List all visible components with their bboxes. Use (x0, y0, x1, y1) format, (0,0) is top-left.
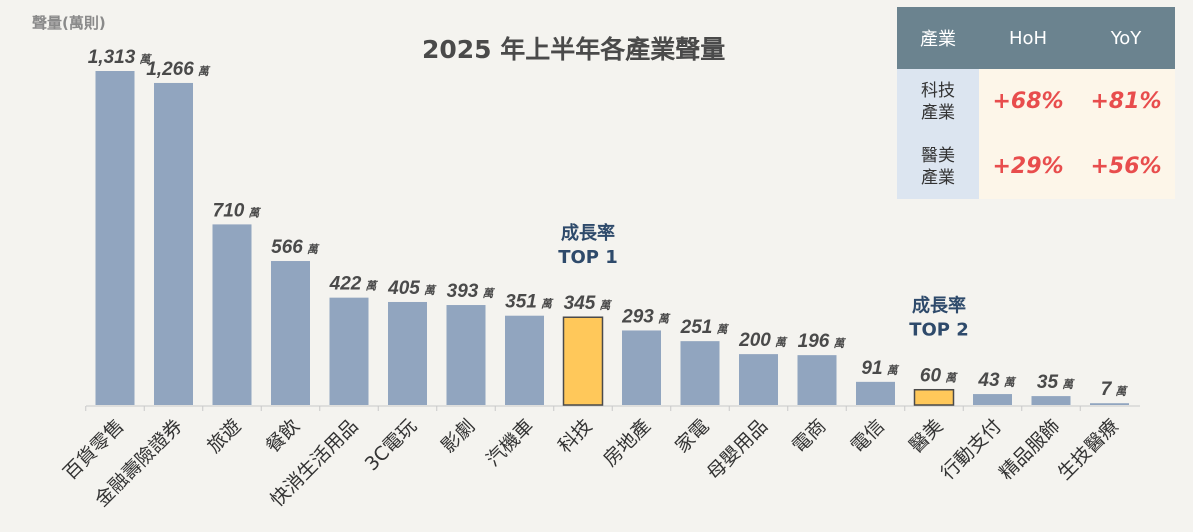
x-tick-label: 電商 (788, 415, 830, 457)
bar-生技醫療 (1090, 403, 1129, 405)
industry-cell: 醫美 產業 (897, 134, 979, 199)
hoh-cell: +29% (979, 134, 1077, 199)
data-label: 200 萬 (738, 330, 788, 351)
data-label: 566 萬 (271, 237, 320, 258)
bar-母嬰用品 (739, 354, 778, 405)
annotation-label: 成長率 (561, 222, 615, 244)
data-label: 60 萬 (920, 366, 958, 387)
x-tick-label: 電信 (847, 415, 889, 457)
data-label: 91 萬 (861, 358, 899, 379)
hoh-cell: +68% (979, 69, 1077, 134)
data-label: 1,266 萬 (146, 59, 211, 80)
y-axis-label: 聲量(萬則) (32, 14, 106, 32)
bar-3C電玩 (388, 301, 427, 405)
bar-醫美 (913, 388, 955, 406)
bar-房地產 (622, 330, 661, 405)
x-tick-label: 科技 (554, 415, 596, 457)
x-tick-label: 醫美 (905, 415, 947, 457)
data-label: 43 萬 (977, 370, 1016, 391)
x-tick-label: 家電 (671, 415, 713, 457)
data-label: 393 萬 (447, 281, 496, 302)
x-tick-label: 影劇 (437, 415, 479, 457)
annotation-label: 成長率 (912, 295, 966, 317)
data-label: 251 萬 (680, 317, 730, 338)
growth-table: 產業 HoH YoY 科技 產業 +68% +81% 醫美 產業 +29% +5… (897, 7, 1175, 199)
chart-title: 2025 年上半年各產業聲量 (422, 35, 726, 64)
bar-餐飲 (271, 261, 310, 405)
yoy-cell: +56% (1077, 134, 1175, 199)
table-row: 醫美 產業 +29% +56% (897, 134, 1175, 199)
x-tick-label: 汽機車 (482, 415, 538, 471)
bar-科技 (562, 316, 604, 406)
table-header-row: 產業 HoH YoY (897, 7, 1175, 69)
annotation-label: TOP 2 (909, 320, 969, 341)
data-label: 35 萬 (1037, 372, 1075, 393)
bar-行動支付 (973, 394, 1012, 405)
header-hoh: HoH (979, 7, 1077, 69)
yoy-cell: +81% (1077, 69, 1175, 134)
bar-汽機車 (505, 315, 544, 405)
bar-金融壽險證券 (154, 82, 193, 406)
header-industry: 產業 (897, 7, 979, 69)
x-tick-label: 餐飲 (262, 415, 304, 457)
bar-旅遊 (212, 224, 252, 405)
bar-精品服飾 (1031, 396, 1071, 405)
x-tick-label: 母嬰用品 (703, 415, 772, 484)
industry-cell: 科技 產業 (897, 69, 979, 134)
x-tick-label: 房地產 (599, 415, 655, 471)
x-tick-label: 行動支付 (937, 415, 1006, 484)
data-label: 293 萬 (621, 306, 671, 327)
data-label: 405 萬 (387, 278, 437, 299)
bar-百貨零售 (95, 71, 135, 405)
x-tick-label: 旅遊 (203, 415, 245, 457)
bar-電信 (856, 381, 895, 405)
annotation-label: TOP 1 (558, 247, 618, 268)
bar-電商 (797, 355, 837, 405)
header-yoy: YoY (1077, 7, 1175, 69)
bar-家電 (680, 341, 720, 405)
x-tick-label: 生技醫療 (1054, 415, 1123, 484)
data-label: 351 萬 (505, 292, 554, 313)
x-tick-label: 精品服飾 (995, 415, 1064, 484)
table-row: 科技 產業 +68% +81% (897, 69, 1175, 134)
data-label: 345 萬 (564, 293, 613, 314)
data-label: 710 萬 (213, 200, 262, 221)
x-tick-label: 3C電玩 (361, 415, 421, 475)
data-label: 422 萬 (329, 274, 379, 295)
data-label: 1,313 萬 (88, 47, 153, 68)
bar-影劇 (446, 305, 486, 405)
bar-快消生活用品 (329, 297, 369, 405)
data-label: 196 萬 (798, 331, 847, 352)
